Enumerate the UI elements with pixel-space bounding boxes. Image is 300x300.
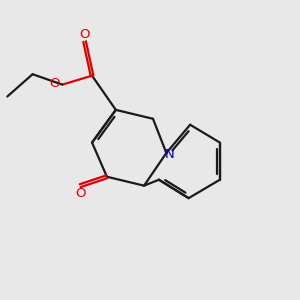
Text: O: O: [75, 188, 86, 200]
Text: N: N: [164, 148, 174, 161]
Text: O: O: [50, 76, 60, 90]
Text: O: O: [80, 28, 90, 41]
